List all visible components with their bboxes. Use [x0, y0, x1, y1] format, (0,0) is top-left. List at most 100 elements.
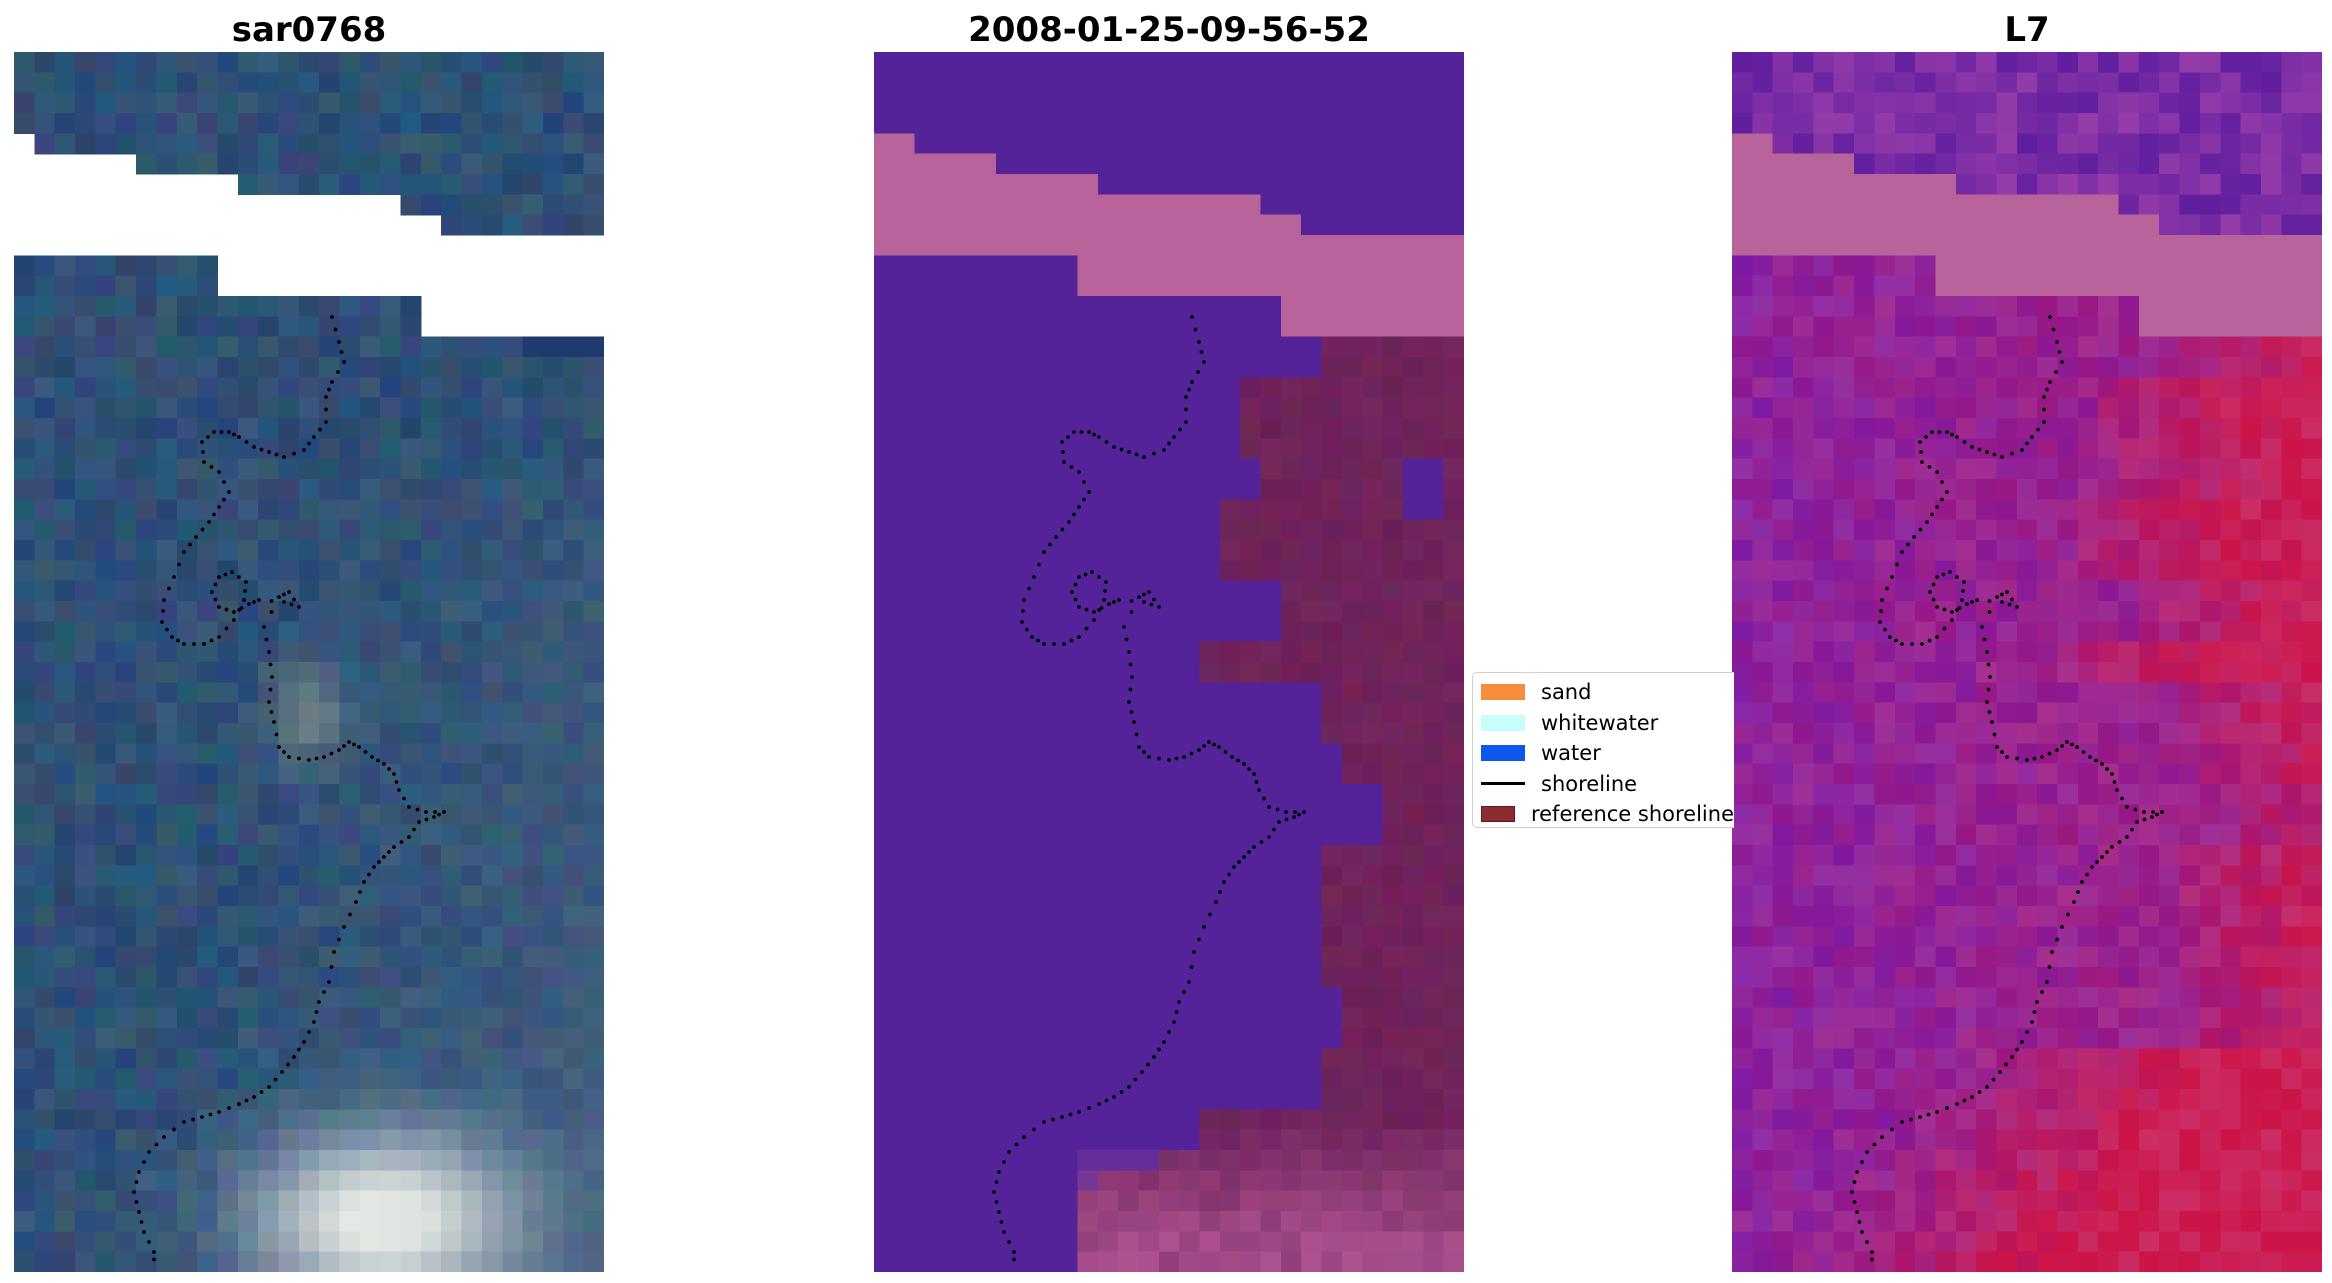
rgb-pixel	[14, 621, 35, 643]
mndwi-pixel	[2281, 357, 2303, 378]
shoreline-point	[354, 900, 358, 904]
classification-pixel	[1280, 133, 1302, 155]
classification-pixel	[1301, 133, 1323, 155]
mndwi-pixel	[2159, 255, 2181, 277]
mndwi-pixel	[2037, 560, 2059, 582]
mndwi-pixel	[2057, 865, 2079, 887]
mndwi-pixel	[1874, 885, 1896, 907]
rgb-pixel	[197, 621, 219, 643]
rgb-pixel	[380, 723, 402, 744]
shoreline-point	[337, 937, 341, 942]
classification-pixel	[1097, 214, 1119, 236]
classification-pixel	[1077, 1190, 1099, 1212]
classification-pixel	[1219, 1231, 1241, 1253]
classification-pixel	[1341, 316, 1363, 338]
mndwi-pixel	[2220, 418, 2242, 439]
classification-pixel	[1077, 621, 1099, 643]
rgb-pixel	[197, 1211, 219, 1232]
rgb-pixel	[14, 804, 35, 826]
mndwi-pixel	[2016, 438, 2038, 460]
rgb-pixel	[502, 946, 524, 968]
rgb-pixel	[54, 1129, 76, 1151]
rgb-pixel	[237, 987, 259, 1009]
classification-pixel	[1443, 662, 1464, 683]
rgb-pixel	[14, 1089, 35, 1110]
mndwi-pixel	[1833, 153, 1855, 175]
classification-pixel	[955, 1089, 977, 1110]
classification-pixel	[1402, 621, 1424, 643]
shoreline-point	[274, 452, 279, 457]
mndwi-pixel	[2301, 255, 2322, 277]
classification-pixel	[1138, 682, 1160, 704]
rgb-pixel	[278, 723, 300, 744]
rgb-pixel	[481, 580, 503, 602]
shoreline-point	[1119, 1090, 1124, 1094]
classification-pixel	[1341, 1089, 1363, 1110]
rgb-pixel	[481, 824, 503, 846]
mndwi-pixel	[2118, 316, 2140, 338]
rgb-pixel	[441, 214, 463, 236]
rgb-pixel	[522, 357, 544, 378]
classification-pixel	[1199, 723, 1221, 744]
rgb-pixel	[197, 641, 219, 663]
classification-pixel	[1443, 255, 1464, 277]
rgb-pixel	[420, 133, 442, 155]
mndwi-pixel	[2281, 519, 2303, 541]
classification-pixel	[1240, 92, 1262, 114]
classification-pixel	[1158, 560, 1180, 582]
rgb-pixel	[502, 845, 524, 866]
classification-pixel	[1179, 763, 1201, 785]
rgb-pixel	[339, 824, 361, 846]
mndwi-pixel	[1833, 662, 1855, 683]
classification-pixel	[1016, 967, 1038, 988]
rgb-pixel	[278, 153, 300, 175]
rgb-pixel	[34, 1251, 56, 1272]
shoreline-point	[222, 497, 226, 502]
shoreline-point	[1134, 452, 1139, 457]
mndwi-pixel	[1935, 824, 1957, 846]
rgb-pixel	[461, 560, 483, 582]
rgb-pixel	[339, 804, 361, 826]
rgb-pixel	[176, 418, 198, 439]
classification-pixel	[1443, 906, 1464, 927]
classification-pixel	[914, 1068, 936, 1090]
shoreline-point	[1178, 427, 1182, 432]
classification-pixel	[1138, 499, 1160, 521]
classification-pixel	[975, 235, 997, 256]
rgb-pixel	[502, 906, 524, 927]
rgb-pixel	[380, 824, 402, 846]
classification-pixel	[996, 153, 1018, 175]
classification-pixel	[955, 1028, 977, 1049]
rgb-pixel	[156, 967, 178, 988]
classification-pixel	[1179, 601, 1201, 622]
shoreline-point	[307, 441, 311, 446]
classification-pixel	[914, 865, 936, 887]
mndwi-pixel	[1915, 702, 1937, 724]
rgb-pixel	[319, 580, 341, 602]
mndwi-pixel	[2301, 458, 2322, 480]
mndwi-pixel	[2159, 133, 2181, 155]
classification-pixel	[1057, 540, 1079, 561]
shoreline-point	[177, 562, 181, 567]
rgb-pixel	[359, 336, 381, 358]
rgb-pixel	[156, 1150, 178, 1171]
rgb-pixel	[441, 113, 463, 134]
classification-pixel	[975, 580, 997, 602]
classification-pixel	[914, 1028, 936, 1049]
rgb-pixel	[563, 1190, 585, 1212]
mndwi-pixel	[2199, 519, 2221, 541]
classification-pixel	[975, 174, 997, 195]
mndwi-pixel	[2199, 702, 2221, 724]
shoreline-point	[1042, 550, 1046, 554]
classification-pixel	[1240, 1170, 1262, 1192]
rgb-pixel	[319, 824, 341, 846]
mndwi-pixel	[1935, 174, 1957, 195]
classification-pixel	[1036, 235, 1058, 256]
shoreline-point	[1129, 599, 1134, 603]
classification-pixel	[1280, 418, 1302, 439]
shoreline-point	[201, 450, 205, 454]
rgb-pixel	[14, 1048, 35, 1070]
classification-pixel	[996, 580, 1018, 602]
classification-pixel	[1016, 92, 1038, 114]
classification-pixel	[1097, 133, 1119, 155]
